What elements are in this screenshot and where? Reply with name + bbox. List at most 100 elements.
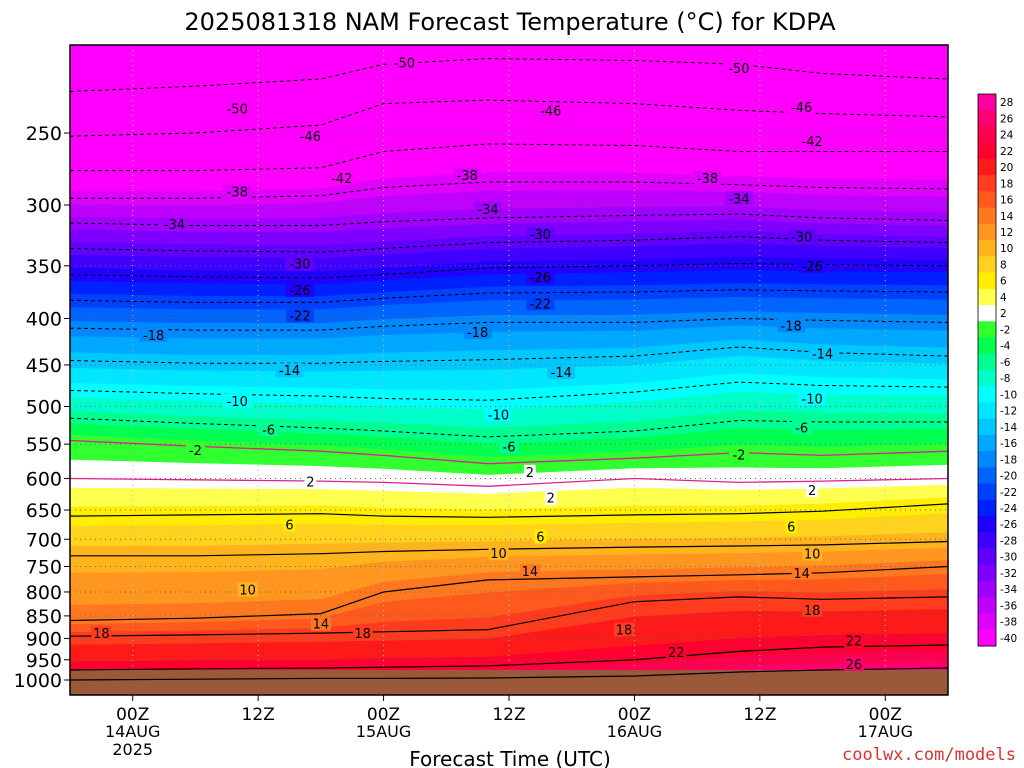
colorbar-swatch: [978, 499, 996, 517]
colorbar-swatch: [978, 175, 996, 192]
contour-label: -18: [467, 326, 488, 341]
contour-label: 10: [490, 547, 507, 562]
colorbar-label: 26: [1000, 113, 1014, 125]
contour-label-bg: [666, 645, 687, 660]
contour-label: -46: [540, 104, 561, 119]
colorbar-swatch: [978, 483, 996, 501]
contour-label: 18: [616, 624, 633, 639]
y-tick-label: 950: [26, 650, 62, 672]
contour-label-bg: [802, 602, 823, 617]
contour-label: 14: [793, 567, 810, 582]
contour-label-bg: [223, 101, 252, 116]
y-tick-label: 850: [26, 606, 62, 628]
contour-label-bg: [777, 318, 806, 333]
temperature-fills: [69, 58, 949, 695]
x-tick-date: 15AUG: [356, 722, 411, 741]
contour-label: -34: [477, 203, 498, 218]
colorbar-swatch: [978, 516, 996, 533]
grid-lines: [70, 45, 948, 670]
ground-surface: [70, 670, 948, 695]
chart-title: 2025081318 NAM Forecast Temperature (°C)…: [184, 8, 836, 36]
contour-label-bg: [785, 519, 798, 534]
contour-label-bg: [275, 363, 304, 378]
colorbar-label: -28: [1000, 535, 1017, 547]
contour-label-bg: [791, 420, 812, 435]
colorbar-label: -4: [1000, 341, 1011, 353]
contour-label-bg: [526, 269, 555, 284]
contour-label: -30: [530, 228, 551, 243]
contour-label-bg: [806, 483, 819, 498]
contour-label-bg: [258, 422, 279, 437]
watermark: coolwx.com/models: [842, 745, 1016, 765]
colorbar-swatch: [978, 353, 996, 371]
colorbar-swatch: [978, 321, 996, 339]
contour-label-bg: [693, 170, 722, 185]
colorbar-frame: [977, 93, 997, 647]
colorbar-swatch: [978, 581, 996, 598]
isotherm-22: [69, 644, 949, 671]
contour-label-bg: [724, 60, 753, 75]
contour-label-bg: [724, 191, 753, 206]
contour-label-bg: [463, 325, 492, 340]
colorbar-label: -38: [1000, 617, 1017, 629]
x-tick-label: 00Z: [618, 705, 651, 725]
contour-label-bg: [536, 103, 565, 118]
contour-label: 6: [285, 518, 293, 533]
colorbar-label: -16: [1000, 438, 1017, 450]
isotherm--42: [70, 143, 948, 172]
contour-label: -30: [289, 258, 310, 273]
contour-label-bg: [787, 99, 816, 114]
colorbar-label: 28: [1000, 97, 1013, 109]
colorbar-label: -10: [1000, 389, 1017, 401]
contour-label: 18: [93, 627, 110, 642]
colorbar-label: 6: [1000, 276, 1007, 288]
colorbar-label: 14: [1000, 211, 1014, 223]
contour-label: -22: [289, 310, 310, 325]
contour-label-bg: [160, 217, 189, 232]
colorbar-swatch: [978, 532, 996, 550]
contour-label: -22: [530, 297, 551, 312]
contour-label-bg: [283, 517, 296, 532]
contour-label: -6: [262, 424, 275, 439]
contour-label: -10: [227, 395, 248, 410]
colorbar-swatch: [978, 451, 996, 468]
y-tick-label: 800: [26, 582, 62, 604]
colorbar-label: -32: [1000, 568, 1017, 580]
y-tick-label: 500: [26, 397, 62, 419]
x-tick-label: 00Z: [367, 705, 400, 725]
contour-label-bg: [791, 565, 812, 580]
colorbar-label: -6: [1000, 357, 1011, 369]
contour-label-bg: [728, 447, 749, 462]
isotherm--50: [69, 58, 949, 92]
contour-label-bg: [327, 170, 356, 185]
colorbar-label: -22: [1000, 487, 1017, 499]
plot-area: -50 -50 -50 -46 -46 -46 -42 -42 -38 -38 -38 -34 -34 -…: [69, 44, 949, 696]
colorbar-swatch: [978, 370, 996, 387]
y-tick-label: 550: [26, 434, 62, 456]
x-tick-date: 16AUG: [607, 722, 662, 741]
y-tick-label: 900: [26, 628, 62, 650]
colorbar-swatch: [978, 434, 996, 452]
contour-label-bg: [808, 346, 837, 361]
y-tick-label: 750: [26, 556, 62, 578]
contour-label: 2: [526, 466, 534, 481]
colorbar-label: 4: [1000, 292, 1007, 304]
contour-label-bg: [519, 564, 540, 579]
colorbar-label: 16: [1000, 195, 1014, 207]
colorbar: 28 26 24 22 20 18 16 14 12 10 8 6 4 2 -2 -4 -6 -8 -10 -12 -1…: [977, 93, 1017, 647]
contour-label-bg: [223, 393, 252, 408]
contour-label-bg: [547, 364, 576, 379]
colorbar-label: -12: [1000, 406, 1017, 418]
contour-label-bg: [296, 129, 325, 144]
contour-label-bg: [787, 229, 816, 244]
colorbar-swatch: [978, 110, 996, 127]
contour-label-bg: [223, 184, 252, 199]
contour-label: -2: [732, 449, 745, 464]
colorbar-label: 24: [1000, 130, 1014, 142]
colorbar-swatch: [978, 418, 996, 436]
colorbar-swatch: [978, 597, 996, 615]
contour-label: -26: [289, 284, 310, 299]
contour-labels: -50 -50 -50 -46 -46 -46 -42 -42 -38 -38 -38 -34 -34 -…: [91, 55, 864, 673]
contour-label: -14: [812, 347, 833, 362]
contour-label-bg: [304, 474, 317, 489]
